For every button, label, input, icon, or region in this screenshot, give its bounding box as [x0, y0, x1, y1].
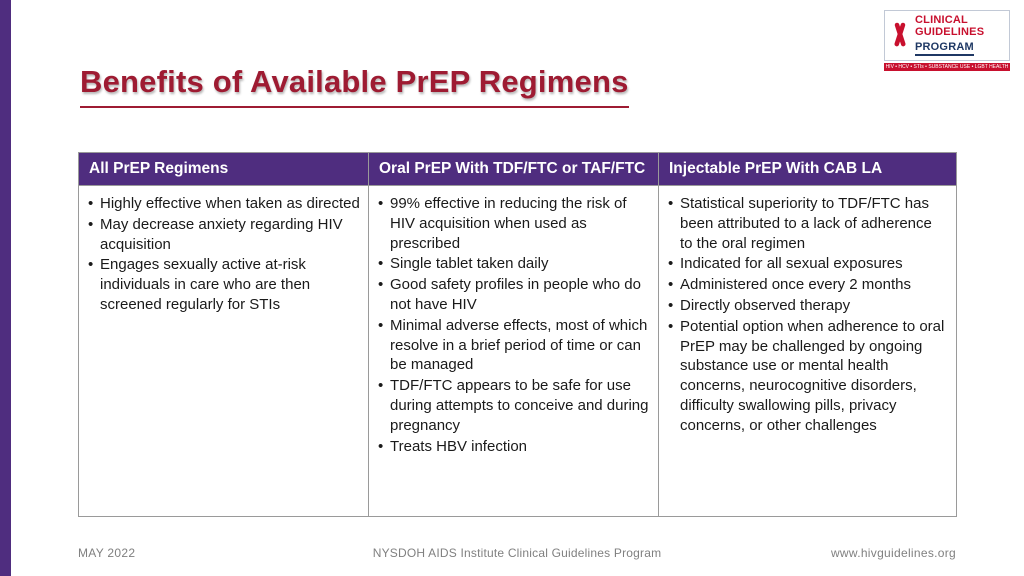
- cell-injectable-prep: Statistical superiority to TDF/FTC has b…: [658, 185, 957, 517]
- clinical-guidelines-logo: CLINICAL GUIDELINES PROGRAM HIV • HCV • …: [884, 10, 1010, 71]
- left-accent-bar: [0, 0, 11, 576]
- cell-oral-prep: 99% effective in reducing the risk of HI…: [368, 185, 659, 517]
- bullet-item: Potential option when adherence to oral …: [666, 317, 948, 436]
- table-header-oral-prep: Oral PrEP With TDF/FTC or TAF/FTC: [368, 152, 659, 186]
- table-header-injectable-prep: Injectable PrEP With CAB LA: [658, 152, 957, 186]
- bullet-item: Indicated for all sexual exposures: [666, 254, 948, 274]
- bullet-item: Single tablet taken daily: [376, 254, 650, 274]
- aids-ribbon-icon: [890, 20, 910, 50]
- logo-tagline: HIV • HCV • STIs • SUBSTANCE USE • LGBT …: [884, 62, 1010, 71]
- footer-website: www.hivguidelines.org: [830, 546, 956, 560]
- table-body-row: Highly effective when taken as directed …: [78, 185, 957, 517]
- bullet-item: Treats HBV infection: [376, 437, 650, 457]
- logo-line-guidelines: GUIDELINES: [915, 25, 985, 38]
- bullet-list-injectable-prep: Statistical superiority to TDF/FTC has b…: [666, 194, 948, 436]
- bullet-item: May decrease anxiety regarding HIV acqui…: [86, 215, 360, 255]
- footer-program-name: NYSDOH AIDS Institute Clinical Guideline…: [372, 546, 662, 560]
- logo-text: CLINICAL GUIDELINES PROGRAM: [915, 14, 985, 56]
- bullet-item: Statistical superiority to TDF/FTC has b…: [666, 194, 948, 253]
- bullet-list-oral-prep: 99% effective in reducing the risk of HI…: [376, 194, 650, 456]
- footer-date: MAY 2022: [78, 546, 136, 560]
- table-header-all-prep: All PrEP Regimens: [78, 152, 369, 186]
- bullet-item: Engages sexually active at-risk individu…: [86, 255, 360, 314]
- cell-all-prep: Highly effective when taken as directed …: [78, 185, 369, 517]
- bullet-item: Good safety profiles in people who do no…: [376, 275, 650, 315]
- logo-box: CLINICAL GUIDELINES PROGRAM: [884, 10, 1010, 61]
- bullet-item: 99% effective in reducing the risk of HI…: [376, 194, 650, 253]
- table-header-row: All PrEP Regimens Oral PrEP With TDF/FTC…: [78, 152, 957, 186]
- bullet-item: TDF/FTC appears to be safe for use durin…: [376, 376, 650, 435]
- bullet-item: Minimal adverse effects, most of which r…: [376, 316, 650, 375]
- slide-footer: NYSDOH AIDS Institute Clinical Guideline…: [78, 546, 956, 560]
- bullet-item: Directly observed therapy: [666, 296, 948, 316]
- bullet-list-all-prep: Highly effective when taken as directed …: [86, 194, 360, 315]
- logo-line-program: PROGRAM: [915, 42, 974, 56]
- bullet-item: Administered once every 2 months: [666, 275, 948, 295]
- bullet-item: Highly effective when taken as directed: [86, 194, 360, 214]
- prep-regimens-table: All PrEP Regimens Oral PrEP With TDF/FTC…: [78, 152, 957, 517]
- logo-line-clinical: CLINICAL: [915, 14, 968, 26]
- slide-title: Benefits of Available PrEP Regimens: [80, 64, 629, 108]
